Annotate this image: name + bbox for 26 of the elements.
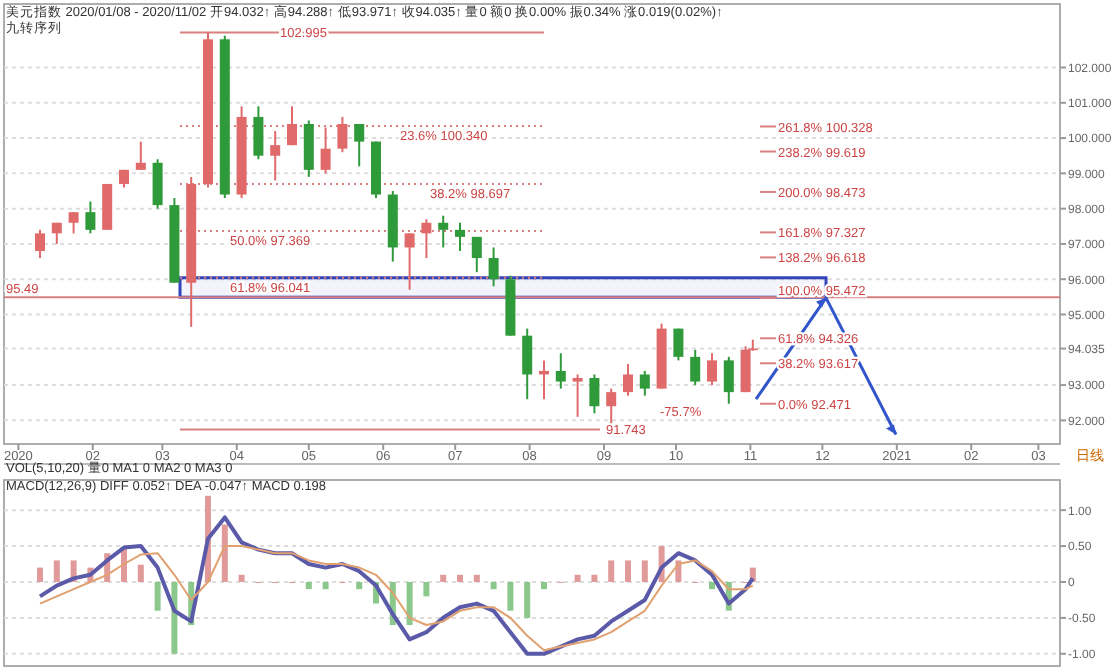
bar [709, 581, 715, 590]
bar [608, 560, 615, 582]
bar [473, 574, 480, 582]
bar [356, 581, 363, 590]
bar [305, 581, 312, 590]
bar [490, 581, 497, 590]
bar [406, 581, 413, 626]
bar [440, 574, 447, 582]
bar [322, 581, 329, 590]
bar [423, 581, 430, 597]
bar [641, 560, 648, 582]
bar [524, 581, 531, 618]
bar [221, 524, 228, 582]
bar [137, 564, 144, 582]
bar [154, 581, 161, 611]
bar [507, 581, 514, 611]
bar [53, 560, 60, 582]
bar [37, 567, 43, 582]
bar [625, 560, 631, 582]
bar [591, 574, 598, 582]
bar [541, 581, 547, 590]
line-series [39, 545, 754, 652]
bar [238, 574, 245, 582]
bar [574, 574, 581, 582]
line-series [38, 515, 755, 656]
bar [457, 574, 463, 582]
